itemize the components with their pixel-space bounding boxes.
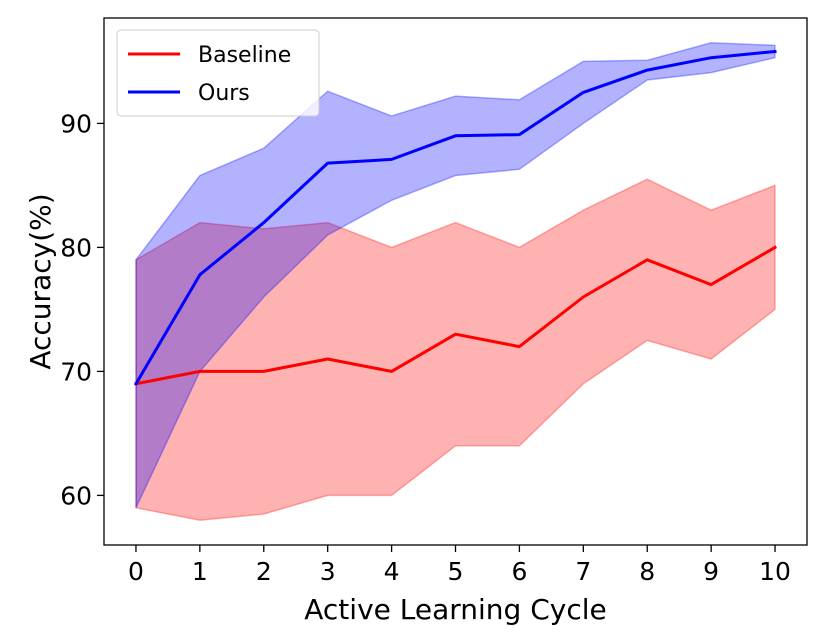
legend-box bbox=[116, 29, 320, 117]
legend-label-ours: Ours bbox=[198, 81, 250, 106]
point-baseline-9 bbox=[709, 283, 713, 287]
y-tick-label-80: 80 bbox=[60, 233, 92, 262]
x-tick-label-5: 5 bbox=[448, 557, 464, 586]
point-baseline-3 bbox=[326, 357, 330, 361]
x-tick-label-6: 6 bbox=[511, 557, 527, 586]
legend: Baseline Ours bbox=[116, 29, 320, 117]
band-ours bbox=[135, 42, 776, 509]
point-ours-2 bbox=[262, 221, 266, 225]
legend-label-baseline: Baseline bbox=[198, 43, 291, 68]
point-baseline-2 bbox=[262, 369, 266, 373]
point-ours-6 bbox=[517, 133, 521, 137]
x-tick-label-7: 7 bbox=[575, 557, 591, 586]
point-ours-1 bbox=[198, 273, 202, 277]
point-ours-8 bbox=[645, 68, 649, 72]
point-baseline-6 bbox=[517, 345, 521, 349]
point-baseline-5 bbox=[454, 332, 458, 336]
point-ours-4 bbox=[390, 157, 394, 161]
y-tick-label-90: 90 bbox=[60, 109, 92, 138]
x-tick-label-2: 2 bbox=[256, 557, 272, 586]
x-tick-label-3: 3 bbox=[320, 557, 336, 586]
x-tick-label-10: 10 bbox=[759, 557, 791, 586]
x-tick-label-8: 8 bbox=[639, 557, 655, 586]
point-ours-10 bbox=[773, 49, 777, 53]
x-tick-label-1: 1 bbox=[192, 557, 208, 586]
x-tick-label-9: 9 bbox=[703, 557, 719, 586]
x-tick-label-4: 4 bbox=[384, 557, 400, 586]
y-tick-label-60: 60 bbox=[60, 481, 92, 510]
point-baseline-7 bbox=[581, 295, 585, 299]
point-ours-0 bbox=[134, 382, 138, 386]
point-baseline-10 bbox=[773, 245, 777, 249]
y-axis-ticks: 60 70 80 90 bbox=[60, 109, 104, 510]
point-ours-9 bbox=[709, 56, 713, 60]
series-lines bbox=[133, 49, 778, 386]
line-baseline bbox=[134, 245, 778, 386]
point-baseline-1 bbox=[198, 369, 202, 373]
point-ours-7 bbox=[581, 90, 585, 94]
x-axis-ticks: 0 1 2 3 4 5 6 7 8 9 10 bbox=[128, 545, 791, 586]
point-ours-5 bbox=[454, 134, 458, 138]
y-tick-label-70: 70 bbox=[60, 357, 92, 386]
x-tick-label-0: 0 bbox=[128, 557, 144, 586]
band-baseline bbox=[135, 178, 776, 521]
y-axis-label: Accuracy(%) bbox=[24, 193, 57, 369]
confidence-bands bbox=[135, 42, 776, 521]
point-baseline-8 bbox=[645, 258, 649, 262]
line-ours bbox=[133, 49, 777, 386]
point-baseline-4 bbox=[390, 369, 394, 373]
x-axis-label: Active Learning Cycle bbox=[304, 593, 607, 626]
point-ours-3 bbox=[326, 161, 330, 165]
